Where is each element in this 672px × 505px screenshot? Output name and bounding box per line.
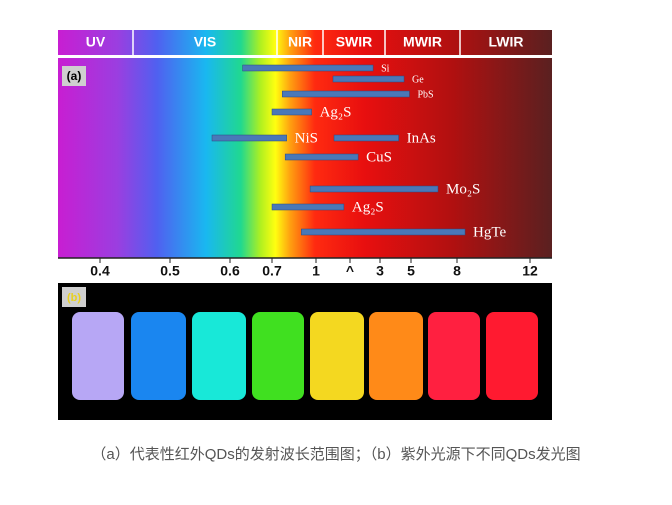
vials bbox=[72, 312, 538, 400]
panel-label-box bbox=[62, 66, 86, 86]
x-tick-label: 5 bbox=[407, 263, 415, 279]
vial bbox=[369, 312, 423, 400]
material-label: Ag₂S bbox=[320, 104, 352, 120]
vial bbox=[131, 312, 186, 400]
band-label: VIS bbox=[194, 34, 217, 50]
vial bbox=[72, 312, 124, 400]
x-tick-label: 3 bbox=[376, 263, 384, 279]
separator bbox=[58, 55, 552, 58]
band-label: UV bbox=[86, 34, 106, 50]
material-label: HgTe bbox=[473, 224, 506, 240]
x-tick-label: 0.6 bbox=[220, 263, 240, 279]
x-tick-label: 0.7 bbox=[262, 263, 282, 279]
range-bar bbox=[309, 185, 439, 193]
band-label: MWIR bbox=[403, 34, 442, 50]
material-label: Ag₂S bbox=[352, 199, 384, 215]
band-label: SWIR bbox=[336, 34, 373, 50]
material-label: NiS bbox=[295, 130, 318, 146]
range-bar bbox=[332, 75, 405, 83]
vial bbox=[310, 312, 364, 400]
material-label: PbS bbox=[417, 89, 433, 100]
range-bar bbox=[211, 134, 287, 142]
range-bar bbox=[282, 90, 410, 98]
band-label: LWIR bbox=[489, 34, 524, 50]
caption: （a）代表性红外QDs的发射波长范围图；（b）紫外光源下不同QDs发光图 bbox=[91, 446, 580, 463]
material-label: Mo₂S bbox=[446, 181, 480, 197]
range-bar bbox=[333, 134, 399, 142]
vial bbox=[192, 312, 246, 400]
material-label: Si bbox=[381, 63, 390, 74]
x-tick-label: 0.5 bbox=[160, 263, 180, 279]
band-label: NIR bbox=[288, 34, 312, 50]
material-label: InAs bbox=[407, 130, 436, 146]
range-bar bbox=[271, 108, 312, 116]
vial bbox=[252, 312, 304, 400]
range-bar bbox=[301, 228, 466, 236]
vial bbox=[486, 312, 538, 400]
range-bar bbox=[242, 64, 374, 72]
range-bar bbox=[284, 153, 359, 161]
range-bar bbox=[271, 203, 345, 211]
vial bbox=[428, 312, 480, 400]
material-label: CuS bbox=[366, 149, 392, 165]
panel-label: (a) bbox=[67, 69, 82, 83]
x-tick-label: 8 bbox=[453, 263, 461, 279]
material-label: Ge bbox=[412, 74, 424, 85]
x-tick-label: 1 bbox=[312, 263, 320, 279]
panel-label: (b) bbox=[67, 292, 81, 304]
x-tick-label: 0.4 bbox=[90, 263, 110, 279]
x-tick-label: 12 bbox=[522, 263, 538, 279]
panel-label-box bbox=[62, 287, 86, 307]
x-tick-label: ^ bbox=[346, 263, 354, 279]
